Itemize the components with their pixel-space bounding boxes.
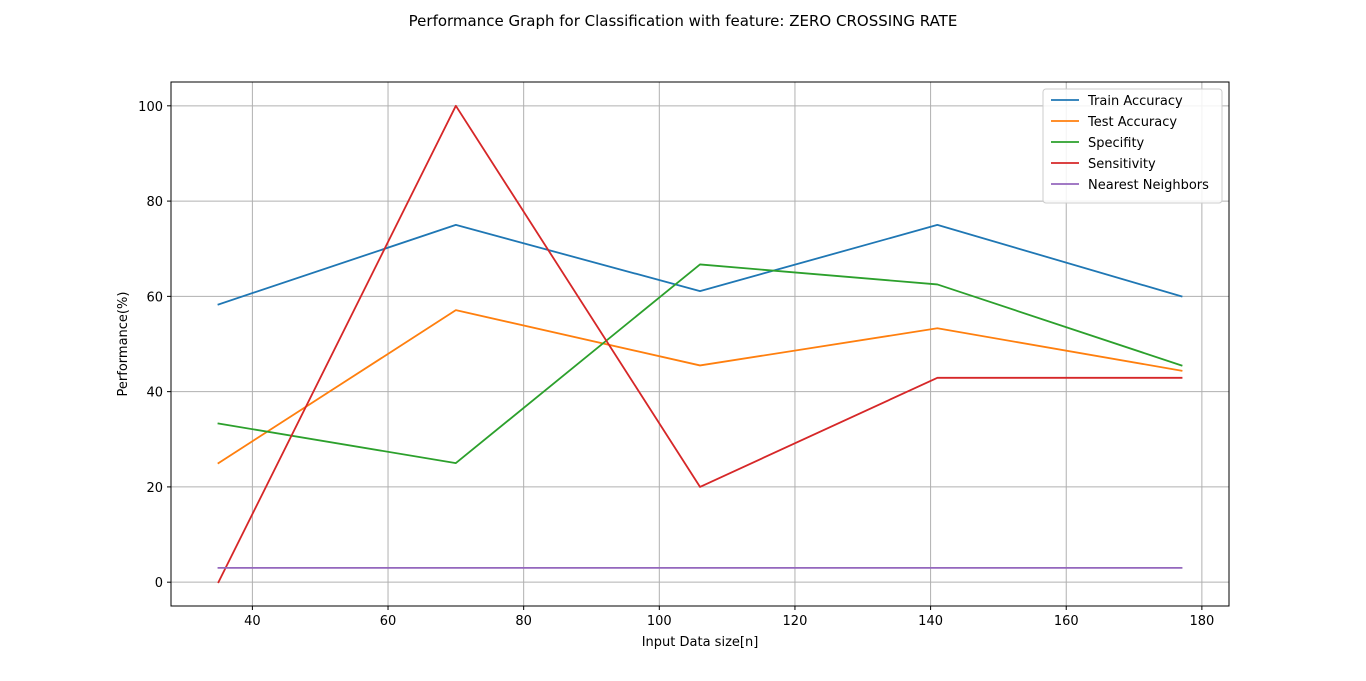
legend-label-specifity: Specifity <box>1088 136 1145 151</box>
series-line-sensitivity <box>217 104 1183 584</box>
y-axis-label: Performance(%) <box>116 292 131 397</box>
y-tick-label: 0 <box>155 576 163 591</box>
y-tick-label: 60 <box>146 290 163 305</box>
series-layer <box>217 104 1183 584</box>
legend-label-sensitivity: Sensitivity <box>1088 157 1156 172</box>
y-tick-label: 100 <box>138 100 163 115</box>
legend-box <box>1042 88 1223 204</box>
y-tick-label: 80 <box>146 195 163 210</box>
x-tick-label: 140 <box>918 614 943 629</box>
plot-frame <box>170 81 1230 607</box>
legend: Train Accuracy Test Accuracy Specifity Sens… <box>1042 88 1223 204</box>
x-axis: 40 60 80 100 120 140 160 180 <box>244 606 1214 629</box>
legend-label-train-accuracy: Train Accuracy <box>1087 94 1183 109</box>
series-line-test-accuracy <box>217 309 1183 465</box>
x-tick-label: 180 <box>1189 614 1214 629</box>
x-tick-label: 160 <box>1054 614 1079 629</box>
x-tick-label: 80 <box>515 614 532 629</box>
legend-label-nearest-neighbors: Nearest Neighbors <box>1088 178 1209 193</box>
x-tick-label: 40 <box>244 614 261 629</box>
chart-title: Performance Graph for Classification wit… <box>409 12 958 30</box>
x-tick-label: 120 <box>783 614 808 629</box>
series-line-train-accuracy <box>217 224 1183 306</box>
legend-label-test-accuracy: Test Accuracy <box>1087 115 1177 130</box>
series-line-specifity <box>217 263 1183 464</box>
y-tick-label: 20 <box>146 481 163 496</box>
x-tick-label: 100 <box>647 614 672 629</box>
x-tick-label: 60 <box>380 614 397 629</box>
y-axis: 0 20 40 60 80 100 <box>138 100 171 591</box>
x-axis-label: Input Data size[n] <box>642 635 759 650</box>
y-tick-label: 40 <box>146 386 163 401</box>
